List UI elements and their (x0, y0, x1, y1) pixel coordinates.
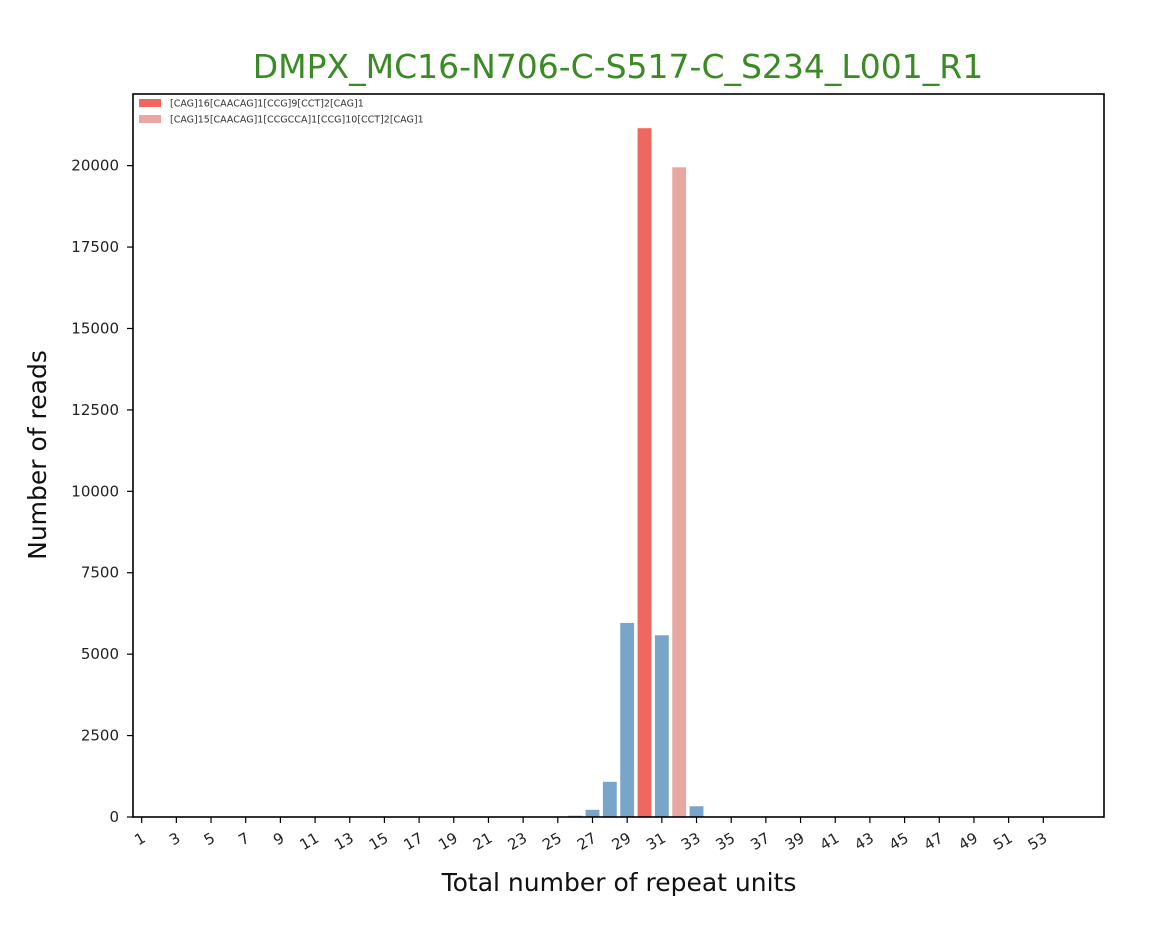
y-tick-label: 0 (109, 808, 119, 826)
x-tick-label: 19 (435, 829, 461, 854)
x-tick-label: 43 (851, 829, 877, 854)
x-tick-label: 53 (1025, 829, 1051, 854)
plot-frame (132, 93, 1105, 818)
y-tick-label: 5000 (81, 645, 119, 663)
y-axis-ticks: 0 2500 5000 7500 10000 12500 15000 17500 20000 (71, 157, 133, 826)
x-tick-label: 35 (713, 829, 739, 854)
y-axis-label: Number of reads (23, 350, 52, 560)
x-tick-label: 39 (782, 829, 808, 854)
x-tick-label: 21 (470, 829, 496, 854)
x-tick-label: 33 (678, 829, 704, 854)
x-tick-label: 13 (331, 829, 357, 854)
x-tick-label: 45 (886, 829, 912, 854)
x-tick-label: 11 (297, 829, 323, 854)
x-tick-label: 23 (505, 829, 531, 854)
x-tick-label: 47 (921, 829, 947, 854)
x-tick-label: 41 (817, 829, 843, 854)
chart-title: DMPX_MC16-N706-C-S517-C_S234_L001_R1 (253, 47, 983, 86)
x-tick-label: 15 (366, 829, 392, 854)
x-tick-label: 7 (235, 829, 252, 849)
x-tick-label: 27 (574, 829, 600, 854)
x-tick-label: 25 (539, 829, 565, 854)
y-tick-label: 7500 (81, 564, 119, 582)
x-tick-label: 5 (201, 829, 218, 849)
y-tick-label: 2500 (81, 727, 119, 745)
x-axis-ticks: 1 3 5 7 9 11 13 15 17 19 21 23 25 27 29 31 33 35 37 39 41 43 4… (131, 817, 1050, 854)
x-tick-label: 9 (270, 829, 287, 849)
x-axis-label: Total number of repeat units (441, 868, 797, 897)
y-tick-label: 10000 (71, 482, 119, 500)
x-tick-label: 1 (131, 829, 148, 849)
x-tick-label: 31 (643, 829, 669, 854)
bar-series2-x31 (654, 635, 669, 817)
bar-series2-x28 (602, 781, 617, 817)
x-tick-label: 37 (747, 829, 773, 854)
y-tick-label: 20000 (71, 157, 119, 175)
legend-swatch-0 (139, 99, 161, 107)
bar-series2-x33 (689, 806, 704, 817)
x-tick-label: 51 (990, 829, 1016, 854)
bars-group (568, 128, 704, 818)
x-tick-label: 17 (401, 829, 427, 854)
legend-label-0: [CAG]16[CAACAG]1[CCG]9[CCT]2[CAG]1 (170, 99, 364, 110)
y-tick-label: 17500 (71, 238, 119, 256)
y-tick-label: 15000 (71, 319, 119, 337)
bar-series0-x30 (637, 128, 652, 818)
legend-swatch-1 (139, 115, 161, 123)
y-tick-label: 12500 (71, 401, 119, 419)
x-tick-label: 29 (609, 829, 635, 854)
legend: [CAG]16[CAACAG]1[CCG]9[CCT]2[CAG]1 [CAG]1… (139, 99, 424, 126)
bar-series2-x29 (620, 622, 635, 817)
legend-label-1: [CAG]15[CAACAG]1[CCGCCA]1[CCG]10[CCT]2[C… (170, 115, 424, 126)
x-tick-label: 49 (955, 829, 981, 854)
bar-series2-x27 (585, 809, 600, 817)
bar-series1-x32 (672, 167, 687, 817)
x-tick-label: 3 (166, 829, 183, 849)
